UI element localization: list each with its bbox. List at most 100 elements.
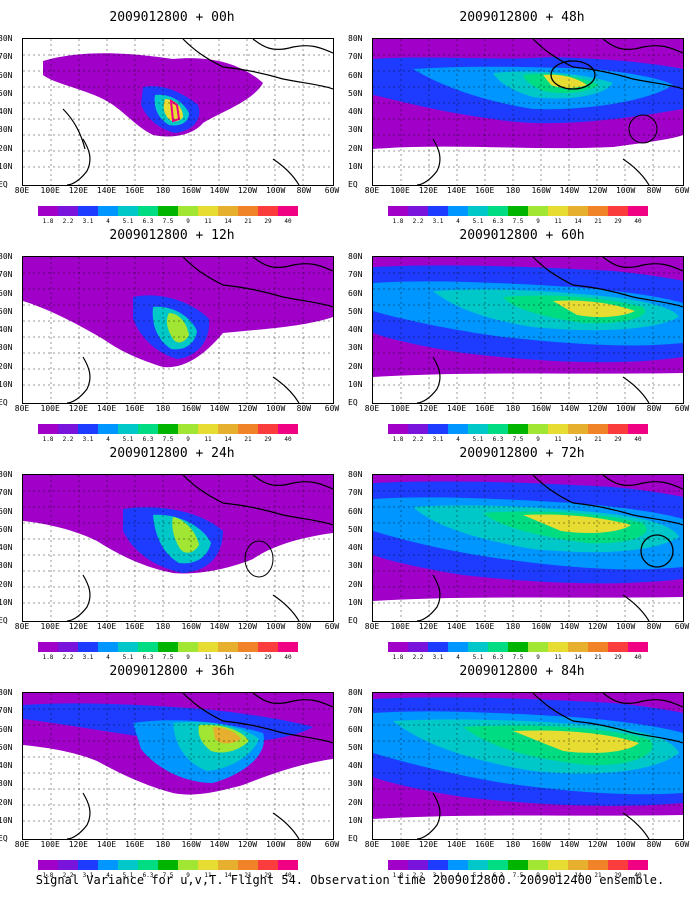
colorbar-swatch (408, 860, 428, 870)
lon-labels: 80E 100E 120E 140E 160E 180 160W 140W 120W 100W 80… (15, 622, 339, 633)
lat-label: 20N (348, 797, 363, 807)
lon-label: 140W (559, 404, 579, 413)
lon-label: 140E (96, 186, 117, 195)
colorbar-swatch (588, 206, 608, 216)
lon-label: 160W (531, 186, 551, 195)
lon-label: 80W (296, 404, 312, 413)
colorbar-swatch (528, 206, 548, 216)
lon-label: 100W (615, 840, 636, 849)
colorbar-label: 40 (284, 872, 292, 879)
lon-label: 120W (237, 186, 258, 195)
lon-labels: 80E 100E 120E 140E 160E 180 160W 140W 120W 100W 80… (365, 622, 689, 633)
lon-label: 140E (96, 404, 117, 413)
colorbar-label: 4 (456, 436, 460, 443)
colorbar-label: 7.5 (512, 218, 524, 225)
colorbar-label: 5.1 (472, 872, 484, 879)
panel-00h: 2009012800 + 00h (0, 10, 342, 232)
colorbar-label: 1.8 (42, 872, 54, 879)
colorbar-label: 4 (456, 872, 460, 879)
lon-label: 140W (209, 840, 229, 849)
lon-label: 180 (155, 404, 171, 413)
lat-label: 30N (0, 779, 13, 789)
lon-label: 100W (615, 404, 636, 413)
colorbar-swatch (138, 424, 158, 434)
colorbar-label: 29 (614, 654, 622, 661)
colorbar-swatch (138, 206, 158, 216)
colorbar-label: 6.3 (142, 654, 154, 661)
lat-label: 30N (348, 561, 363, 571)
lat-label: 70N (0, 706, 13, 716)
colorbar-label: 29 (264, 436, 272, 443)
map (22, 256, 334, 404)
colorbar-swatch (178, 424, 198, 434)
colorbar-swatch (118, 206, 138, 216)
colorbar-swatch (448, 206, 468, 216)
colorbar-label: 5.1 (122, 654, 134, 661)
colorbar-label: 5.1 (122, 872, 134, 879)
colorbar-label: 4 (106, 654, 110, 661)
lon-label: 180 (155, 186, 171, 195)
colorbar-label: 40 (284, 654, 292, 661)
lat-label: 10N (348, 379, 363, 389)
colorbar-label: 29 (264, 654, 272, 661)
colorbar-label: 6.3 (142, 436, 154, 443)
colorbar (38, 860, 298, 870)
lon-label: 140E (446, 622, 467, 631)
lat-label: 70N (0, 488, 13, 498)
map-plot (373, 257, 683, 403)
colorbar-label: 14 (574, 218, 582, 225)
lon-label: 100W (615, 622, 636, 631)
colorbar-label: 29 (614, 436, 622, 443)
colorbar-label: 1.8 (392, 436, 404, 443)
lat-label: 40N (348, 543, 363, 552)
colorbar-swatch (218, 860, 238, 870)
colorbar-label: 29 (264, 218, 272, 225)
lat-label: 60N (348, 506, 363, 516)
panel-84h: 2009012800 + 84h (348, 664, 692, 886)
colorbar-label: 9 (536, 872, 540, 879)
colorbar-label: 3.1 (82, 436, 94, 443)
colorbar-swatch (118, 642, 138, 652)
colorbar-swatch (278, 860, 298, 870)
colorbar-label: 29 (614, 872, 622, 879)
colorbar-swatch (78, 206, 98, 216)
lon-label: 100E (40, 622, 60, 631)
colorbar-swatch (118, 860, 138, 870)
colorbar-swatch (628, 424, 648, 434)
lat-label: 40N (0, 107, 13, 116)
lon-label: 80W (296, 622, 312, 631)
colorbar-label: 6.3 (492, 654, 504, 661)
colorbar-swatch (258, 206, 278, 216)
colorbar-labels: 1.8 2.2 3.1 4 5.1 6.3 7.5 9 11 14 21 29 40 (38, 872, 298, 880)
colorbar-swatch (608, 860, 628, 870)
lat-label: 80N (0, 34, 13, 43)
lon-label: 140E (96, 840, 117, 849)
lat-labels: 80N 70N 60N 50N 40N 30N 20N 10N EQ (348, 35, 372, 189)
colorbar-label: 1.8 (392, 218, 404, 225)
lat-label: 10N (0, 815, 13, 825)
lat-label: EQ (0, 398, 8, 407)
colorbar-swatch (588, 424, 608, 434)
colorbar-swatch (568, 860, 588, 870)
lat-label: 70N (348, 52, 363, 62)
lon-label: 160E (125, 186, 145, 195)
colorbar-label: 40 (634, 218, 642, 225)
colorbar-label: 21 (244, 218, 252, 225)
colorbar-swatch (408, 642, 428, 652)
lon-label: 120E (68, 186, 88, 195)
colorbar-swatch (218, 642, 238, 652)
lon-label: 160W (181, 622, 201, 631)
lon-label: 80E (14, 840, 30, 849)
colorbar-swatch (428, 642, 448, 652)
lat-label: 20N (348, 143, 363, 153)
colorbar-swatch (608, 642, 628, 652)
lon-label: 60W (324, 404, 340, 413)
colorbar-swatch (38, 206, 58, 216)
colorbar-label: 4 (106, 872, 110, 879)
colorbar-swatch (258, 860, 278, 870)
lat-label: 30N (348, 343, 363, 353)
lat-labels: 80N 70N 60N 50N 40N 30N 20N 10N EQ (348, 471, 372, 625)
lat-label: 10N (0, 161, 13, 171)
colorbar-swatch (408, 206, 428, 216)
lon-labels: 80E 100E 120E 140E 160E 180 160W 140W 120W 100W 80… (365, 840, 689, 851)
